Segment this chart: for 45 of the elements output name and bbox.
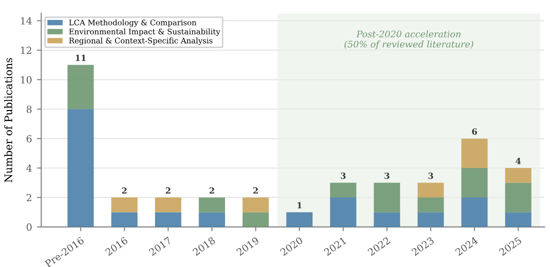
bar	[418, 197, 444, 212]
bar	[111, 197, 138, 212]
bar	[461, 138, 488, 168]
y-tick-label: 8	[26, 106, 32, 113]
bar	[505, 212, 532, 227]
y-tick-label: 10	[21, 76, 32, 84]
y-axis-title: Number of Publications	[4, 58, 12, 182]
total-label: 2	[210, 187, 214, 194]
bar	[374, 182, 400, 212]
y-tick-label: 6	[26, 135, 32, 142]
bar	[461, 197, 488, 227]
bar	[505, 182, 532, 212]
bar	[155, 212, 182, 227]
total-label: 3	[428, 172, 434, 179]
y-tick-label: 14	[21, 17, 32, 24]
bar	[155, 197, 182, 212]
bar	[198, 197, 226, 212]
bar	[242, 197, 269, 212]
total-label: 3	[384, 172, 390, 179]
total-label: 4	[516, 158, 521, 164]
bar	[242, 212, 269, 227]
bar	[198, 212, 226, 227]
total-label: 11	[76, 54, 86, 61]
y-tick-label: 12	[21, 46, 32, 54]
bar	[330, 182, 356, 198]
band-label: Post-2020 acceleration (50% of reviewed literature)	[344, 30, 474, 50]
total-label: 2	[253, 187, 258, 194]
bar	[68, 64, 94, 110]
bar	[374, 212, 400, 227]
bar	[418, 212, 444, 227]
bar	[461, 168, 488, 198]
total-label: 6	[472, 128, 477, 135]
bar	[111, 212, 138, 227]
bar	[330, 197, 356, 227]
y-tick-label: 2	[26, 194, 32, 202]
total-label: 3	[340, 172, 346, 179]
y-tick-label: 0	[26, 223, 32, 231]
bar	[418, 182, 444, 198]
total-label: 2	[166, 187, 170, 194]
y-tick-label: 4	[26, 164, 32, 172]
bar	[505, 168, 532, 183]
bar	[68, 109, 94, 227]
total-label: 2	[122, 187, 127, 194]
bar	[286, 212, 313, 227]
total-label: 1	[298, 202, 302, 208]
